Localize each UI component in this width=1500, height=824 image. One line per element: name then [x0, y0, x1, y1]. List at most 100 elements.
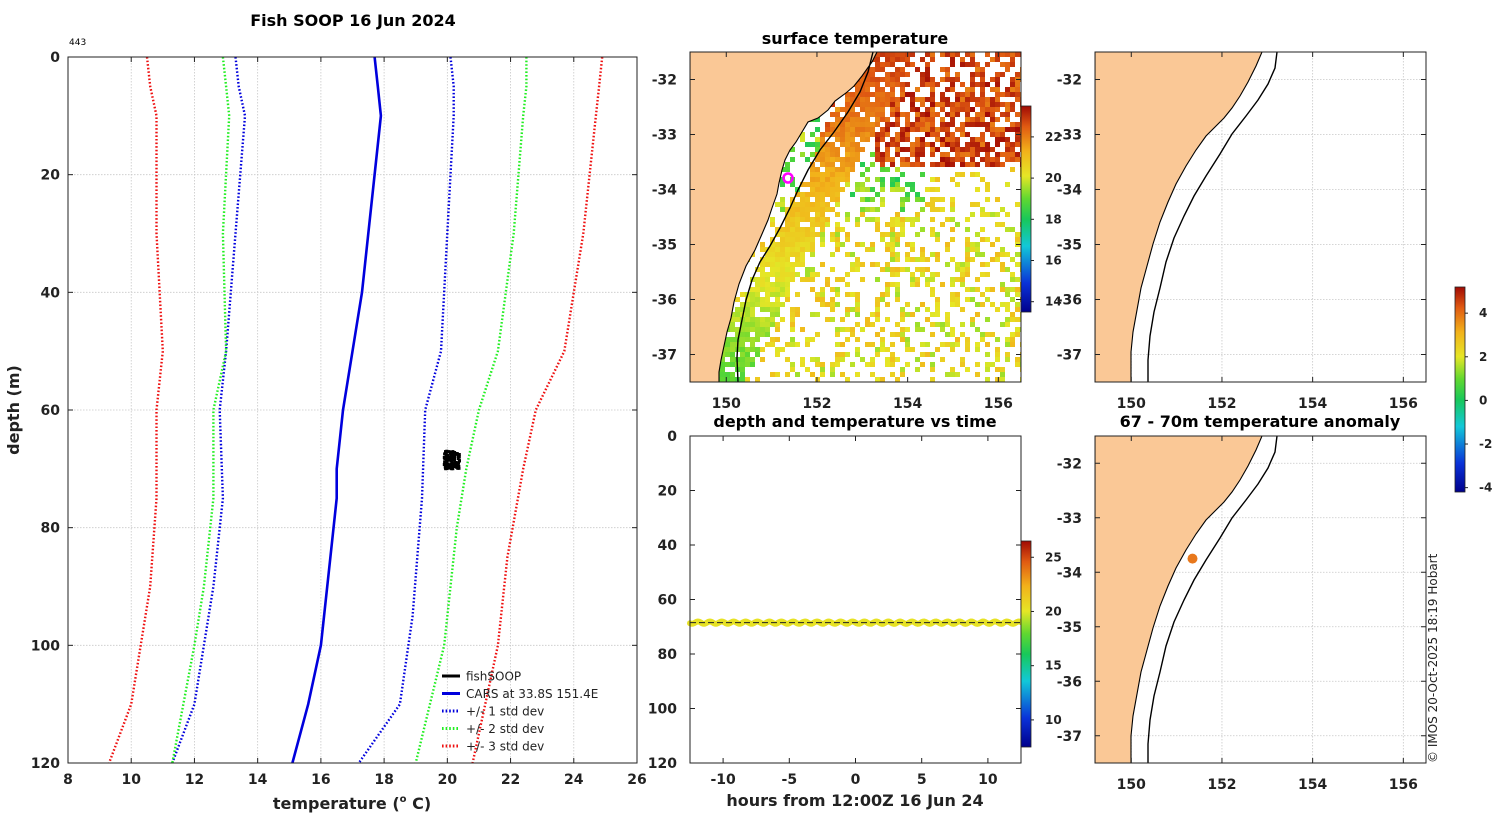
sst-pixel [900, 267, 905, 272]
sst-pixel [770, 237, 775, 242]
sst-pixel [945, 152, 950, 157]
sst-pixel [930, 252, 935, 257]
sst-pixel [930, 97, 935, 102]
sst-pixel [785, 217, 790, 222]
sst-pixel [835, 222, 840, 227]
sst-pixel [830, 167, 835, 172]
sst-pixel [930, 162, 935, 167]
sst-pixel [920, 142, 925, 147]
sst-pixel [840, 107, 845, 112]
sst-pixel [845, 147, 850, 152]
sst-pixel [995, 92, 1000, 97]
sst-pixel [845, 97, 850, 102]
sst-pixel [835, 227, 840, 232]
sst-pixel [845, 337, 850, 342]
sst-pixel [1015, 332, 1020, 337]
sst-pixel [765, 257, 770, 262]
sst-pixel [810, 267, 815, 272]
sst-pixel [970, 137, 975, 142]
sst-pixel [935, 112, 940, 117]
sst-pixel [980, 332, 985, 337]
sst-pixel [995, 352, 1000, 357]
y-tick-label: 0 [50, 50, 60, 66]
sst-pixel [810, 167, 815, 172]
sst-pixel [845, 152, 850, 157]
sst-pixel [885, 127, 890, 132]
sst-pixel [915, 357, 920, 362]
sst-pixel [780, 277, 785, 282]
colorbar-tick-label: 25 [1045, 550, 1062, 564]
sst-pixel [840, 122, 845, 127]
legend-label: +/- 1 std dev [466, 705, 544, 719]
sst-pixel [995, 257, 1000, 262]
x-tick-label: 16 [311, 772, 330, 788]
sst-pixel [900, 127, 905, 132]
sst-pixel [875, 122, 880, 127]
sst-pixel [795, 217, 800, 222]
sst-pixel [810, 272, 815, 277]
sst-pixel [875, 102, 880, 107]
sst-pixel [1000, 282, 1005, 287]
sst-pixel [1015, 112, 1020, 117]
sst-pixel [905, 302, 910, 307]
sst-pixel [875, 97, 880, 102]
sst-pixel [880, 102, 885, 107]
sst-pixel [1015, 87, 1020, 92]
sst-pixel [790, 242, 795, 247]
series-line [107, 56, 165, 764]
y-tick-label: -36 [1057, 293, 1082, 309]
sst-pixel [950, 57, 955, 62]
sst-pixel [885, 147, 890, 152]
sst-pixel [925, 187, 930, 192]
sst-pixel [785, 267, 790, 272]
sst-pixel [1010, 287, 1015, 292]
sst-pixel [740, 342, 745, 347]
x-tick-label: 154 [893, 396, 922, 412]
sst-pixel [970, 57, 975, 62]
sst-pixel [985, 62, 990, 67]
sst-pixel [890, 357, 895, 362]
sst-pixel [900, 57, 905, 62]
sst-pixel [815, 172, 820, 177]
sst-pixel [870, 77, 875, 82]
sst-pixel [890, 107, 895, 112]
x-tick-label: 8 [63, 772, 73, 788]
sst-pixel [735, 327, 740, 332]
sst-pixel [1005, 152, 1010, 157]
sst-pixel [785, 257, 790, 262]
sst-pixel [745, 322, 750, 327]
sst-pixel [790, 252, 795, 257]
sst-pixel [895, 97, 900, 102]
legend-label: CARS at 33.8S 151.4E [466, 687, 598, 701]
sst-pixel [875, 302, 880, 307]
sst-pixel [810, 172, 815, 177]
sst-pixel [950, 62, 955, 67]
sst-pixel [805, 277, 810, 282]
time-xlabel: hours from 12:00Z 16 Jun 24 [726, 791, 983, 810]
sst-pixel [885, 317, 890, 322]
sst-pixel [855, 157, 860, 162]
sst-pixel [880, 337, 885, 342]
profile-xlabel: temperature (o C) [273, 794, 431, 813]
sst-pixel [945, 87, 950, 92]
sst-pixel [780, 287, 785, 292]
x-tick-label: 0 [851, 772, 861, 788]
sst-pixel [920, 57, 925, 62]
sst-pixel [1010, 107, 1015, 112]
sst-pixel [730, 362, 735, 367]
sst-pixel [890, 187, 895, 192]
sst-pixel [820, 172, 825, 177]
y-tick-label: 0 [667, 429, 677, 445]
sst-pixel [855, 347, 860, 352]
sst-pixel [830, 307, 835, 312]
sst-pixel [1005, 92, 1010, 97]
sst-pixel [880, 377, 885, 382]
fishsoop-point [454, 461, 457, 464]
sst-pixel [885, 302, 890, 307]
sst-pixel [850, 167, 855, 172]
sst-pixel [755, 352, 760, 357]
sst-pixel [855, 352, 860, 357]
sst-pixel [895, 77, 900, 82]
sst-pixel [1010, 277, 1015, 282]
sst-pixel [1000, 127, 1005, 132]
